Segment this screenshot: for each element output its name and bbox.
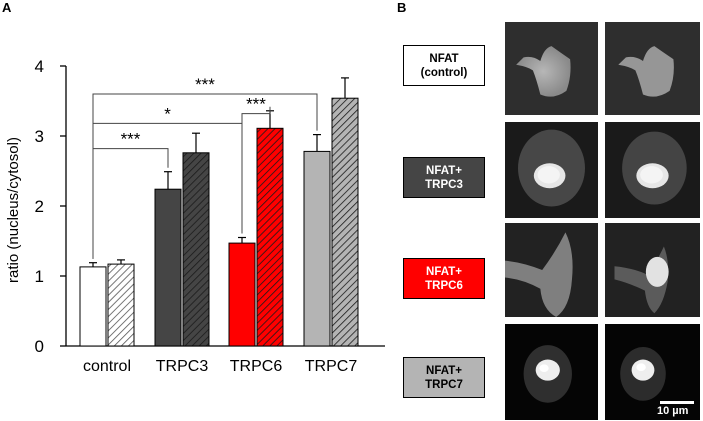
micrograph-trpc7-2	[605, 324, 700, 420]
micrograph-trpc3-2	[605, 122, 700, 218]
bar-trpc3-hatched	[182, 152, 210, 347]
condition-label-trpc6: NFAT+ TRPC6	[403, 258, 485, 299]
significance-bracket	[241, 106, 271, 234]
y-tick-label: 3	[35, 127, 44, 146]
bar-trpc7-hatched	[331, 97, 359, 347]
bar-trpc6-hatched	[256, 127, 284, 347]
significance-label: ***	[121, 130, 141, 149]
micrograph-trpc3-1	[505, 122, 598, 218]
condition-label-control: NFAT (control)	[403, 45, 485, 86]
bar-control-hatched	[107, 263, 135, 347]
micrograph-trpc7-1	[505, 324, 598, 420]
y-tick-label: 4	[35, 57, 44, 76]
micrograph-trpc6-1	[505, 223, 598, 317]
y-tick-label: 0	[35, 337, 44, 356]
panel-b-letter: B	[397, 0, 407, 15]
micrograph-control-1	[505, 22, 598, 115]
y-tick-label: 1	[35, 267, 44, 286]
y-axis-label: ratio (nucleus/cytosol)	[5, 137, 22, 283]
micrograph-control-2	[605, 22, 700, 115]
significance-label: ***	[195, 75, 215, 94]
bar-trpc7-solid	[303, 150, 331, 347]
x-tick-label-trpc7: TRPC7	[305, 358, 358, 375]
condition-label-trpc3: NFAT+ TRPC3	[403, 157, 485, 198]
bar-trpc6-solid	[228, 242, 256, 347]
y-tick-label: 2	[35, 197, 44, 216]
x-tick-label-control: control	[83, 358, 131, 375]
scale-bar-label: 10 µm	[657, 405, 689, 417]
panel-a-letter: A	[2, 0, 12, 15]
x-tick-label-trpc3: TRPC3	[156, 358, 209, 375]
bar-trpc3-solid	[154, 188, 182, 347]
significance-bracket	[92, 93, 318, 259]
condition-label-trpc7: NFAT+ TRPC7	[403, 357, 485, 398]
x-tick-label-trpc6: TRPC6	[230, 358, 283, 375]
micrograph-trpc6-2	[605, 223, 700, 317]
significance-label: ***	[246, 95, 266, 114]
bar-chart: 0 1 2 3 4 ratio (nucleus/cytosol) control TRPC3…	[5, 57, 385, 375]
scale-bar	[660, 401, 694, 404]
significance-label: *	[164, 104, 171, 123]
bar-control-solid	[79, 266, 107, 347]
